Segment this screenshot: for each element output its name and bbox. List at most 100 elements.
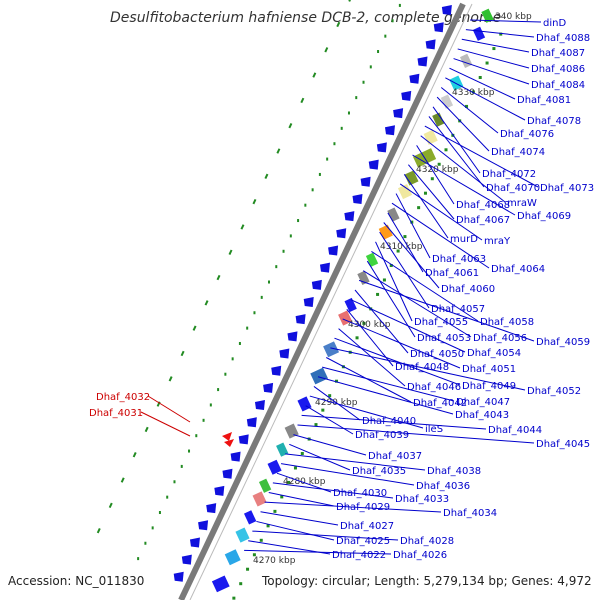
inner-tick-mark — [268, 280, 271, 284]
inner-tick-mark — [318, 172, 321, 176]
forward-cds-feature — [432, 112, 445, 127]
gene-label: Dhaf_4054 — [467, 348, 521, 359]
gene-label: Dhaf_4061 — [425, 268, 479, 279]
gene-leader-line — [412, 154, 516, 216]
forward-cds-feature — [235, 527, 250, 543]
forward-cds-feature — [243, 510, 257, 525]
scale-tick-mark — [328, 394, 332, 398]
gene-leader-line — [252, 530, 399, 541]
reverse-cds-feature — [181, 554, 192, 565]
gene-leader-line — [285, 453, 426, 471]
reverse-cds-feature — [417, 56, 428, 67]
gene-leader-line — [358, 279, 535, 342]
scale-tick-mark — [389, 264, 393, 268]
gene-label: murD — [450, 234, 478, 245]
gene-label: mraW — [507, 198, 537, 209]
forward-cds-feature — [297, 396, 312, 412]
forward-cds-feature — [387, 207, 400, 222]
inner-tick-mark — [333, 142, 336, 146]
reverse-cds-feature — [376, 142, 387, 153]
inner-tick-mark — [217, 388, 220, 392]
genome-title: Desulfitobacterium hafniense DCB-2, comp… — [110, 10, 502, 26]
scale-tick-mark — [485, 61, 489, 65]
highlight-gene-label: Dhaf_4032 — [96, 392, 150, 403]
outer-tick-mark — [240, 224, 245, 230]
scale-tick-mark — [293, 466, 297, 470]
backbone-edge — [189, 3, 473, 600]
scale-tick-mark — [403, 235, 407, 239]
reverse-cds-feature — [336, 228, 347, 239]
inner-tick-mark — [246, 326, 249, 330]
gene-label: Dhaf_4049 — [462, 381, 516, 392]
gene-leader-line — [268, 492, 335, 507]
inner-tick-mark — [260, 295, 263, 299]
scale-tick-mark — [280, 495, 284, 499]
forward-cds-feature — [378, 224, 393, 240]
outer-tick-mark — [120, 477, 125, 483]
reverse-cds-feature — [401, 90, 412, 101]
reverse-cds-feature — [409, 73, 420, 84]
scale-tick-mark — [492, 47, 496, 51]
outer-tick-mark — [180, 350, 185, 357]
forward-cds-feature — [365, 252, 379, 267]
gene-leader-line — [330, 347, 526, 391]
scale-tick-mark — [382, 278, 386, 282]
gene-leader-line — [453, 58, 530, 85]
scale-tick-mark — [259, 538, 263, 542]
gene-label: Dhaf_4076 — [500, 129, 554, 140]
scale-tick-mark — [465, 104, 469, 108]
gene-label: Dhaf_4084 — [531, 80, 585, 91]
reverse-cds-feature — [368, 159, 379, 170]
gene-label: Dhaf_4073 — [540, 183, 594, 194]
inner-tick-mark — [369, 65, 372, 69]
gene-leader-line — [305, 405, 354, 435]
reverse-cds-feature — [279, 348, 290, 359]
gene-label: mraY — [484, 236, 511, 247]
gene-label: Dhaf_4046 — [407, 382, 461, 393]
inner-tick-mark — [173, 480, 176, 484]
outer-tick-mark — [108, 502, 113, 509]
gene-label: Dhaf_4042 — [413, 398, 467, 409]
inner-tick-mark — [384, 34, 387, 38]
outer-tick-mark — [324, 47, 329, 53]
scale-tick-mark — [246, 567, 250, 571]
scale-tick-mark — [499, 32, 503, 36]
gene-label: Dhaf_4058 — [480, 317, 534, 328]
outer-tick-mark — [204, 300, 209, 306]
inner-tick-mark — [326, 157, 329, 161]
reverse-cds-feature — [303, 296, 314, 307]
gene-label: Dhaf_4035 — [352, 466, 406, 477]
scale-tick-mark — [417, 206, 421, 210]
gene-leader-line — [432, 106, 481, 174]
gene-label: Dhaf_4088 — [536, 33, 590, 44]
gene-label: Dhaf_4052 — [527, 386, 581, 397]
inner-tick-mark — [398, 3, 401, 7]
reverse-cds-feature — [311, 279, 322, 290]
gene-label: Dhaf_4069 — [517, 211, 571, 222]
gene-label: Dhaf_4056 — [473, 333, 527, 344]
outer-tick-mark — [192, 325, 197, 331]
inner-tick-mark — [158, 511, 161, 515]
gene-label: Dhaf_4039 — [355, 430, 409, 441]
gene-leader-line — [371, 251, 479, 322]
scale-tick-mark — [430, 177, 434, 181]
inner-tick-mark — [238, 341, 241, 345]
reverse-cds-feature — [384, 125, 395, 136]
inner-tick-mark — [377, 50, 380, 54]
gene-label: Dhaf_4050 — [410, 349, 464, 360]
scale-tick-mark — [410, 220, 414, 224]
inner-tick-mark — [224, 372, 227, 376]
genome-backbone — [178, 2, 466, 600]
reverse-cds-feature — [433, 22, 444, 33]
reverse-cds-feature — [352, 193, 363, 204]
inner-tick-mark — [340, 126, 343, 130]
outer-tick-mark — [264, 173, 269, 180]
scale-tick-mark — [287, 480, 291, 484]
inner-tick-mark — [304, 203, 307, 207]
outer-tick-mark — [96, 527, 101, 534]
gene-label: Dhaf_4081 — [517, 95, 571, 106]
scale-tick-mark — [273, 509, 277, 513]
gene-leader-line — [297, 424, 535, 444]
inner-tick-mark — [202, 418, 205, 422]
